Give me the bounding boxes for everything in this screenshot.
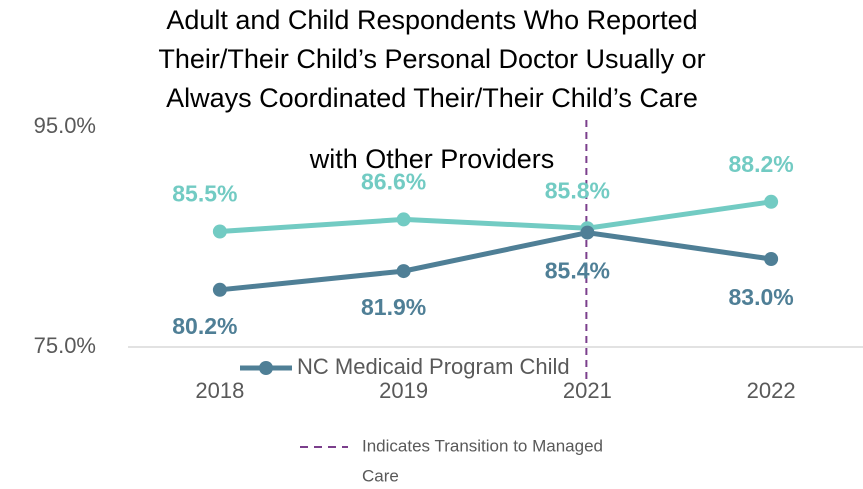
y-tick-label: 95.0% — [34, 113, 96, 138]
data-label: 88.2% — [729, 151, 794, 177]
data-label: 83.0% — [729, 284, 794, 310]
annotation-text: Indicates Transition to Managed — [362, 436, 603, 455]
x-tick-label: 2019 — [379, 378, 428, 403]
data-label: 85.5% — [172, 181, 237, 207]
x-tick-label: 2018 — [195, 378, 244, 403]
x-tick-label: 2022 — [747, 378, 796, 403]
data-label: 81.9% — [361, 294, 426, 320]
point — [764, 252, 779, 266]
series-line — [219, 199, 772, 234]
point — [396, 212, 411, 227]
point — [580, 225, 595, 240]
data-label: 85.4% — [545, 258, 610, 284]
legend-label: NC Medicaid Program Child — [297, 354, 570, 379]
y-tick-label: 75.0% — [34, 333, 96, 358]
chart-title: Their/Their Child’s Personal Doctor Usua… — [158, 44, 705, 74]
chart-title: with Other Providers — [309, 144, 555, 174]
series-line — [219, 230, 772, 293]
legend-marker — [259, 361, 273, 375]
chart-title: Always Coordinated Their/Their Child’s C… — [166, 83, 698, 113]
data-label: 80.2% — [172, 313, 237, 339]
point — [212, 282, 227, 297]
point — [396, 264, 411, 279]
chart-title: Adult and Child Respondents Who Reported — [166, 5, 697, 35]
point — [764, 194, 779, 209]
data-label: 85.8% — [545, 177, 610, 203]
x-tick-label: 2021 — [563, 378, 612, 403]
annotation-text: Care — [362, 466, 399, 485]
data-label: 86.6% — [361, 168, 426, 194]
point — [212, 224, 227, 239]
